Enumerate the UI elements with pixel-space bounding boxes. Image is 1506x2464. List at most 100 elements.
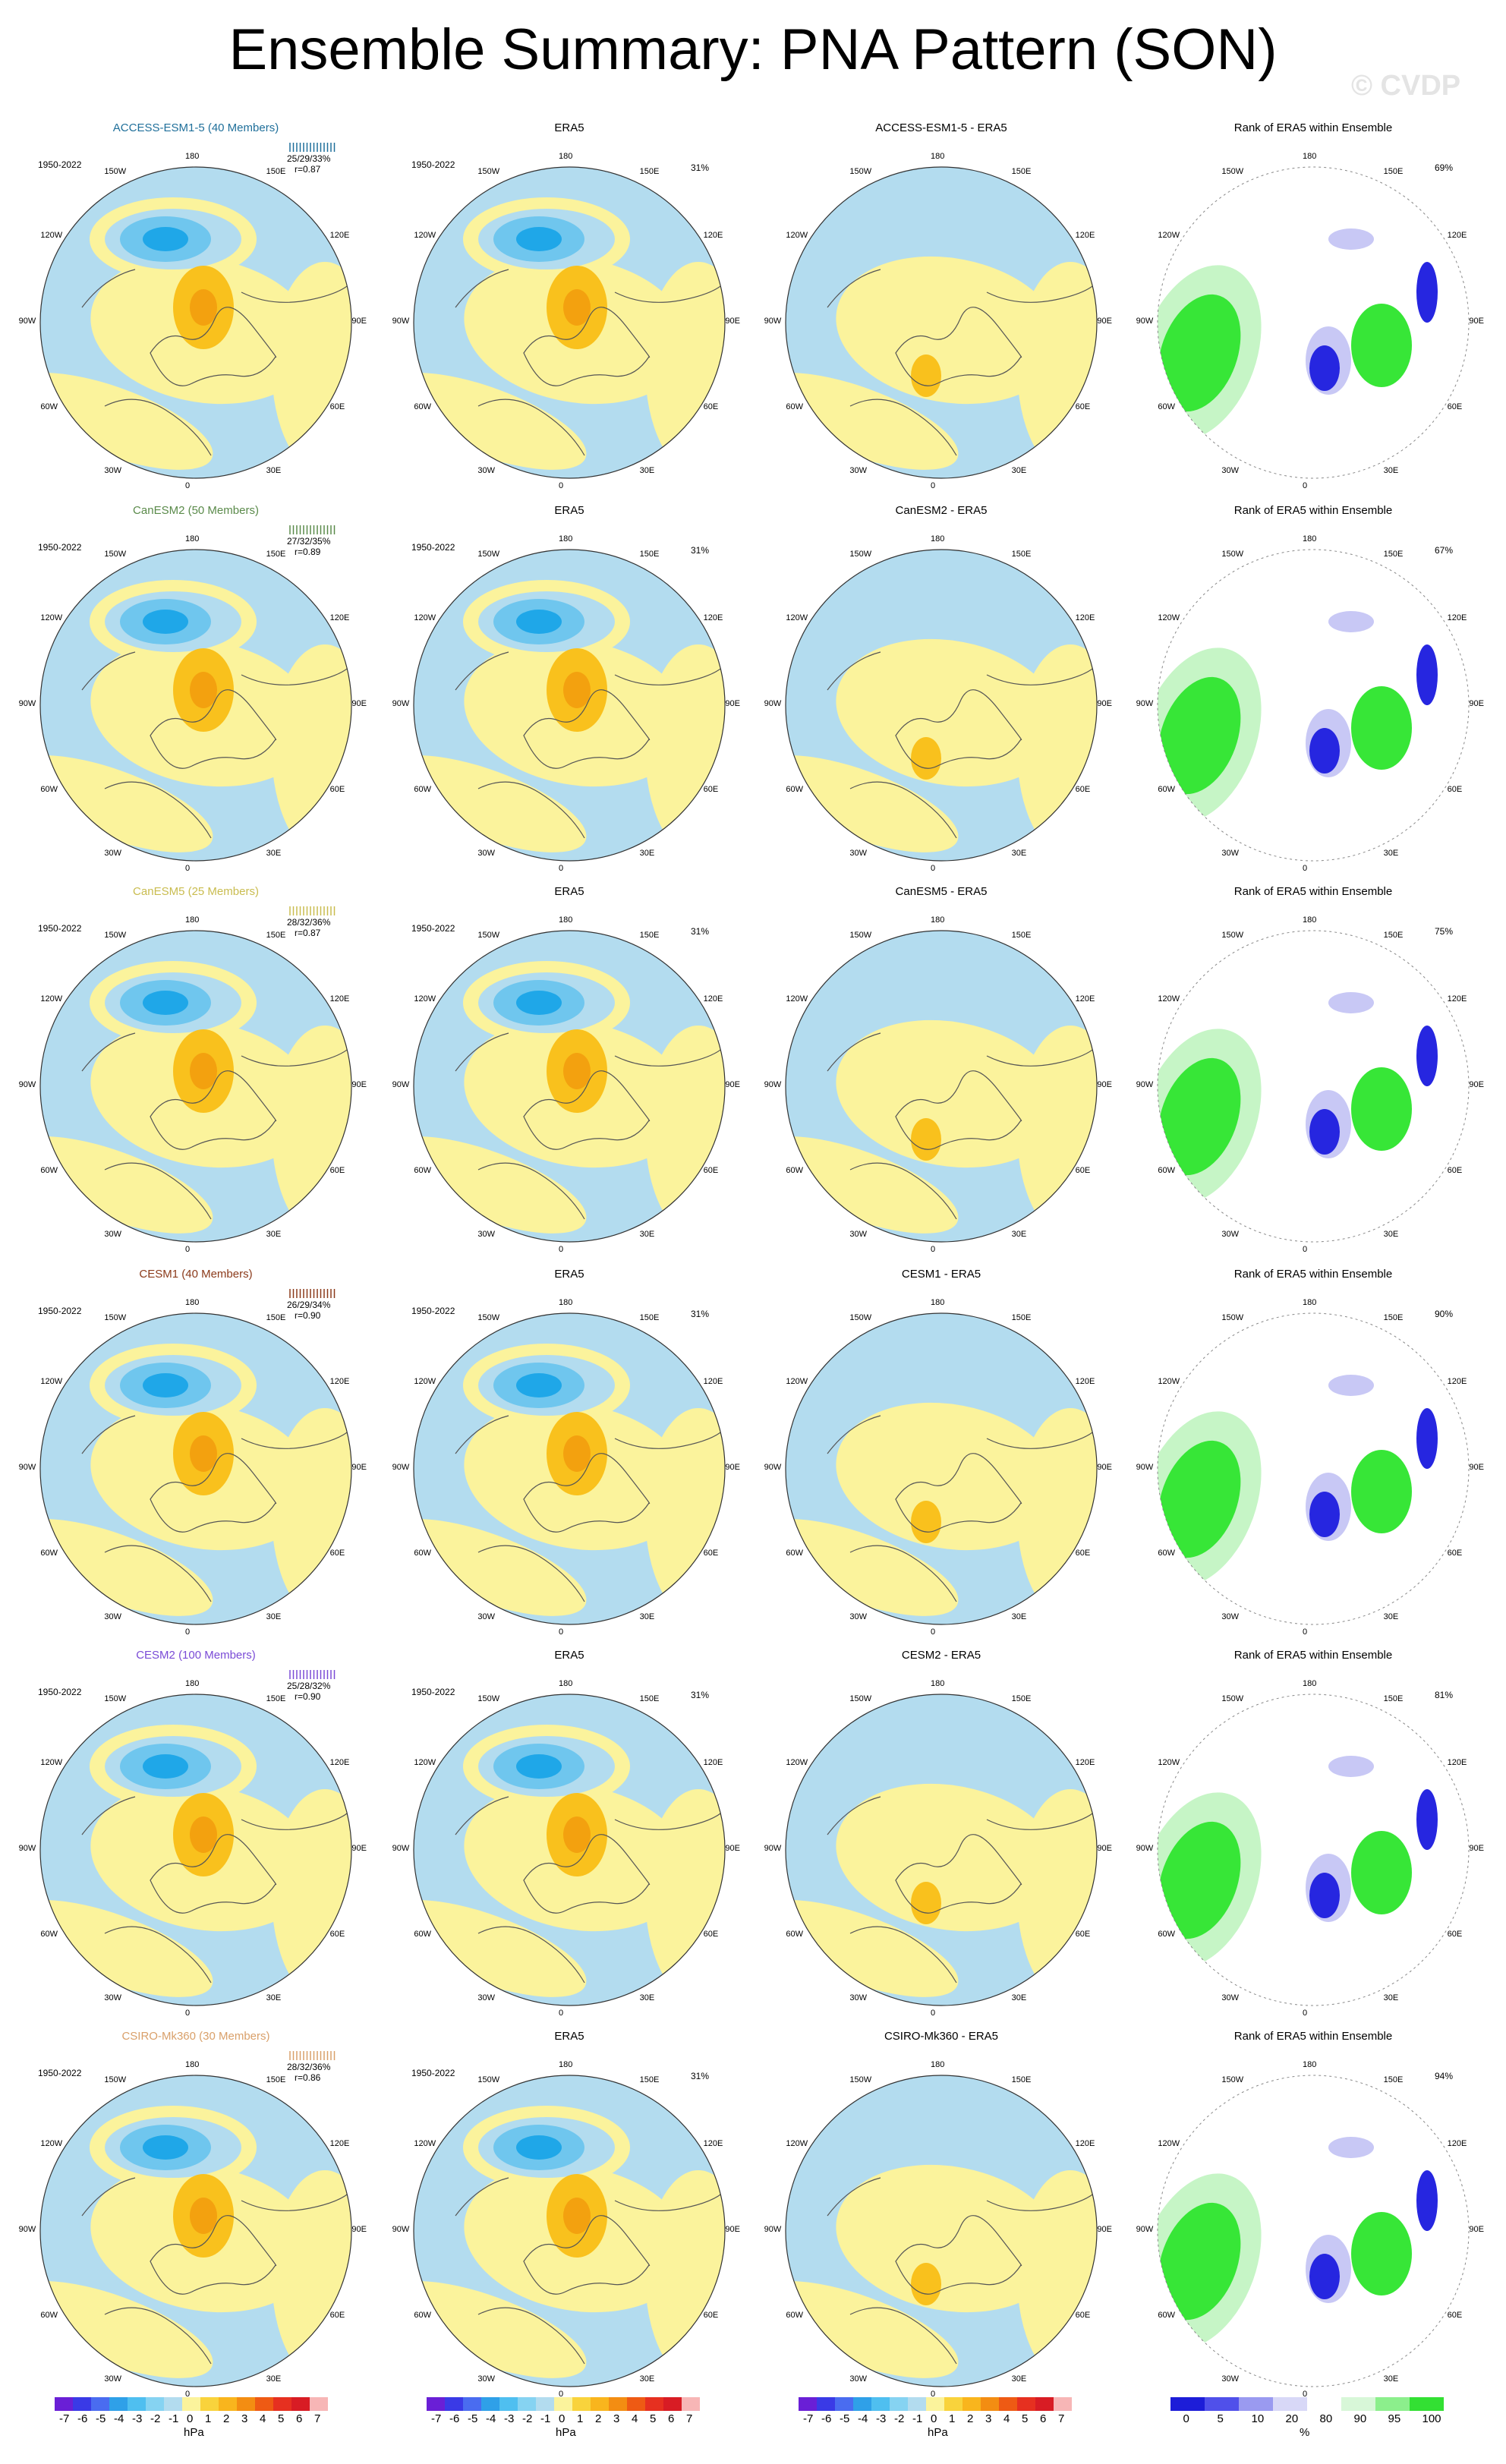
longitude-label: 90W — [1136, 1080, 1154, 1089]
longitude-label: 60E — [1075, 2310, 1091, 2320]
longitude-label: 90E — [351, 699, 367, 708]
longitude-label: 90E — [725, 1080, 740, 1089]
colorbar-swatch — [963, 2397, 981, 2411]
obs-panel-title: ERA5 — [554, 2030, 584, 2043]
colorbar-swatch — [1035, 2397, 1054, 2411]
longitude-label: 90W — [1136, 699, 1154, 708]
longitude-label: 120W — [786, 994, 808, 1004]
model-map — [39, 1694, 352, 2006]
longitude-label: 30W — [1221, 2374, 1240, 2384]
longitude-label: 150W — [477, 2075, 500, 2085]
positive-anomaly-region — [786, 1900, 959, 1997]
longitude-label: 180 — [931, 151, 945, 161]
longitude-label: 150E — [1011, 1313, 1032, 1323]
longitude-label: 180 — [931, 915, 945, 925]
longitude-label: 120W — [414, 1758, 436, 1768]
longitude-label: 90W — [18, 699, 36, 708]
colorbar-tick: -6 — [821, 2412, 832, 2425]
colorbar-swatch — [817, 2397, 835, 2411]
longitude-label: 180 — [185, 534, 200, 544]
longitude-label: 60W — [1158, 2310, 1175, 2320]
longitude-label: 90W — [1136, 2225, 1154, 2234]
strong-positive-anomaly — [190, 1435, 217, 1472]
map-border — [1157, 2075, 1470, 2387]
diff-panel-title: CSIRO-Mk360 - ERA5 — [884, 2030, 999, 2043]
longitude-label: 90E — [725, 1844, 740, 1853]
strong-negative-anomaly — [516, 2135, 562, 2160]
map-border — [413, 1312, 726, 1625]
rank-percent: 75% — [1435, 926, 1454, 937]
longitude-label: 30E — [1011, 1229, 1027, 1239]
longitude-label: 30E — [266, 465, 282, 475]
longitude-label: 60E — [1075, 1548, 1091, 1558]
diff-map — [785, 1694, 1098, 2006]
longitude-label: 120E — [703, 613, 723, 623]
rank-blue-region — [1309, 1492, 1340, 1537]
positive-anomaly-core — [911, 1118, 941, 1161]
longitude-label: 60W — [786, 1165, 803, 1175]
rank-panel-title: Rank of ERA5 within Ensemble — [1233, 885, 1393, 898]
rank-panel-title: Rank of ERA5 within Ensemble — [1233, 121, 1393, 134]
strong-negative-anomaly — [143, 1373, 188, 1397]
model-correlation: r=0.87 — [295, 928, 321, 938]
colorbar-tick: 10 — [1251, 2412, 1265, 2425]
longitude-label: 0 — [931, 1627, 936, 1637]
rank-light-blue-region — [1328, 611, 1374, 632]
longitude-label: 60E — [329, 402, 345, 411]
longitude-label: 90E — [1097, 1844, 1112, 1853]
longitude-label: 150W — [1221, 1313, 1244, 1323]
map-border — [1157, 1694, 1470, 2006]
longitude-label: 60W — [40, 784, 58, 794]
colorbar-swatch — [518, 2397, 536, 2411]
hpa-colorbar-swatches — [799, 2397, 1072, 2411]
map-border — [413, 1694, 726, 2006]
coastline — [827, 1415, 1097, 1602]
colorbar-tick: -7 — [59, 2412, 70, 2425]
longitude-label: 180 — [559, 151, 573, 161]
longitude-label: 90E — [1097, 2225, 1112, 2234]
longitude-label: 90E — [1469, 2225, 1484, 2234]
longitude-label: 150W — [1221, 167, 1244, 177]
longitude-label: 120E — [1447, 231, 1467, 241]
longitude-label: 30W — [849, 2374, 868, 2384]
longitude-label: 60W — [40, 1929, 58, 1939]
longitude-label: 60E — [703, 402, 719, 411]
longitude-label: 30E — [1011, 1612, 1027, 1621]
positive-anomaly-region — [645, 1408, 725, 1621]
obs-map-panel: 180 150W 150E 120W 120E 90W 90E 60W 60E 30W 30E 0 19… — [392, 519, 782, 891]
longitude-label: 30W — [849, 465, 868, 475]
longitude-label: 150W — [104, 167, 127, 177]
diff-map-panel: 180 150W 150E 120W 120E 90W 90E 60W 60E 30W 30E 0 — [764, 519, 1154, 891]
longitude-label: 120E — [329, 1377, 350, 1387]
longitude-label: 150E — [1383, 1694, 1404, 1704]
rank-percent: 94% — [1435, 2071, 1454, 2081]
rank-green-region — [1351, 1831, 1412, 1914]
longitude-label: 90E — [351, 2225, 367, 2234]
positive-anomaly-region — [836, 1783, 1062, 1932]
colorbar-unit: % — [1300, 2426, 1310, 2439]
colorbar-tick: 2 — [223, 2412, 230, 2425]
longitude-label: 60E — [703, 1165, 719, 1175]
longitude-label: 90W — [1136, 1463, 1154, 1472]
model-map — [39, 2075, 352, 2387]
longitude-label: 60E — [1447, 1929, 1463, 1939]
longitude-label: 90W — [764, 1080, 782, 1089]
diff-map-panel: 180 150W 150E 120W 120E 90W 90E 60W 60E 30W 30E 0 — [764, 900, 1154, 1272]
map-border — [413, 549, 726, 862]
colorbar-tick: -1 — [912, 2412, 923, 2425]
colorbar-tick: -3 — [504, 2412, 515, 2425]
strong-positive-anomaly — [563, 289, 591, 326]
map-border — [1157, 930, 1470, 1243]
hpa-colorbar-swatches — [427, 2397, 700, 2411]
colorbar-tick: -3 — [876, 2412, 887, 2425]
longitude-label: 30W — [477, 2374, 496, 2384]
colorbar-swatch — [926, 2397, 944, 2411]
longitude-label: 30E — [639, 1229, 655, 1239]
map-border — [785, 166, 1098, 479]
positive-anomaly-region — [1017, 644, 1097, 857]
longitude-label: 90E — [1469, 1463, 1484, 1472]
positive-anomaly-region — [272, 1026, 351, 1238]
positive-anomaly-region — [645, 1789, 725, 2002]
coastline — [827, 1796, 1097, 1983]
longitude-label: 90W — [392, 317, 410, 326]
